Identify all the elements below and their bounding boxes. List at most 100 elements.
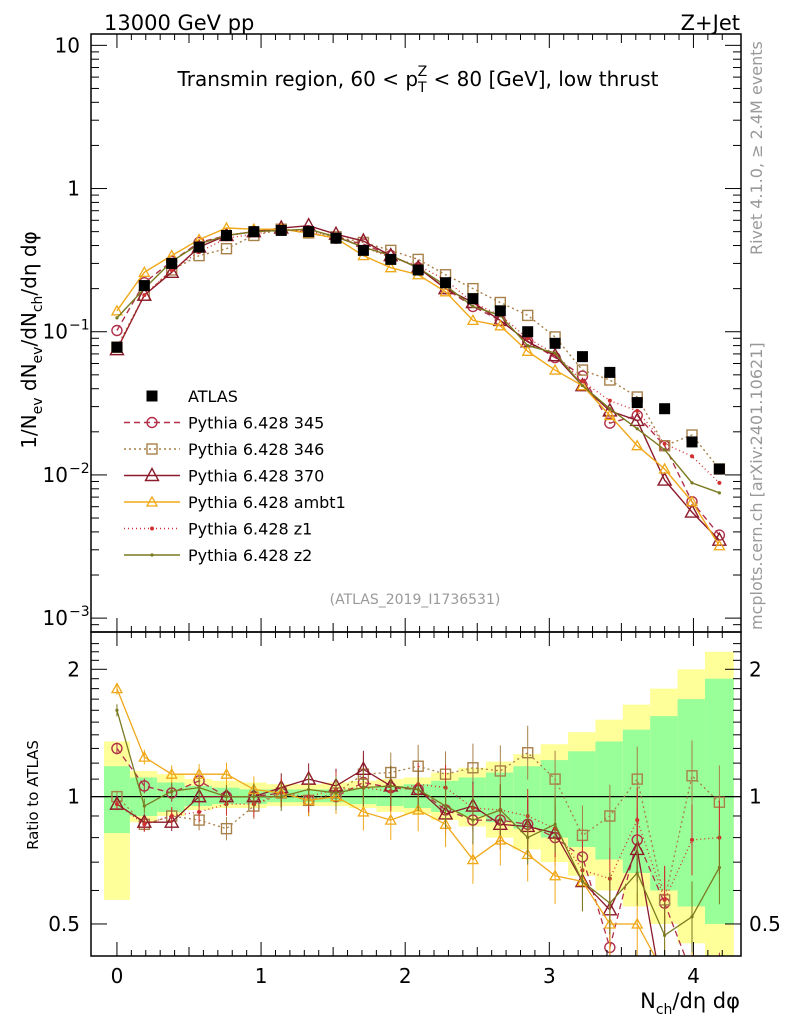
y-tick-label-exponent: −1: [69, 318, 90, 334]
data-point-atlas: [412, 264, 424, 276]
ratio-point-z2: [334, 791, 338, 795]
ratio-point-345: [138, 780, 151, 792]
ratio-point-ambt1: [494, 833, 507, 845]
ratio-point-z2: [389, 784, 393, 788]
data-point-z1: [142, 293, 147, 298]
legend: ATLAS Pythia 6.428 345 Pythia 6.428 346 Pyt…: [124, 387, 346, 565]
x-axis-label: Nch/dη dφ: [640, 989, 740, 1018]
data-point-345: [111, 324, 123, 337]
ratio-panel: 0 1 2 3 4 2 2 1 1 0.5 0.5: [48, 631, 781, 1024]
data-point-atlas: [522, 326, 534, 338]
process-label: Z+Jet: [681, 11, 740, 35]
ratio-point-ambt1: [466, 853, 480, 865]
mcplots-label: mcplots.cern.ch [arXiv:2401.10621]: [747, 342, 766, 630]
ratio-y-tick-label: 2: [67, 657, 80, 681]
legend-label-345: Pythia 6.428 345: [188, 414, 324, 433]
y-tick-label: 10: [43, 463, 68, 487]
data-point-z2: [580, 384, 585, 388]
ratio-frame: [90, 631, 742, 957]
legend-marker-370: [144, 467, 160, 482]
data-point-atlas: [467, 293, 479, 305]
legend-marker-345: [146, 416, 158, 429]
ratio-point-z2: [115, 708, 119, 712]
data-point-atlas: [166, 257, 178, 269]
data-point-z1: [580, 379, 585, 384]
ratio-point-z2: [307, 787, 311, 792]
data-point-ambt1: [576, 379, 589, 391]
legend-marker-z1: [150, 526, 154, 531]
ratio-point-z1: [662, 897, 667, 902]
x-tick-label: 1: [255, 964, 268, 988]
data-point-z2: [471, 304, 475, 309]
data-point-atlas: [220, 229, 232, 241]
ratio-point-346: [576, 829, 589, 842]
ratio-point-ambt1: [660, 969, 670, 978]
data-point-atlas: [494, 305, 506, 317]
data-point-z1: [525, 336, 530, 341]
ratio-point-z1: [114, 802, 119, 807]
ratio-point-z2: [443, 804, 448, 808]
data-point-346: [576, 364, 589, 376]
legend-label-z2: Pythia 6.428 z2: [188, 546, 312, 565]
ratio-point-z2: [416, 787, 420, 792]
y-tick-label: 10: [55, 33, 80, 57]
ratio-y-tick-label-right: 0.5: [749, 912, 781, 936]
data-point-ambt1: [110, 304, 124, 316]
data-point-z2: [663, 448, 667, 452]
data-point-atlas: [659, 403, 671, 415]
data-point-z1: [607, 398, 612, 403]
ratio-point-ambt1: [220, 767, 233, 779]
ratio-point-ambt1: [165, 767, 178, 779]
data-point-atlas: [576, 351, 588, 363]
legend-marker-346: [146, 443, 158, 455]
data-point-z2: [690, 481, 694, 485]
data-point-346: [521, 309, 534, 322]
data-point-ambt1: [713, 539, 726, 551]
data-point-atlas: [631, 397, 643, 409]
ratio-point-ambt1: [714, 1019, 724, 1024]
y-tick-label: 10: [43, 320, 68, 344]
data-point-ambt1: [494, 319, 507, 331]
ratio-point-370: [191, 788, 207, 803]
ratio-point-ambt1: [110, 682, 124, 694]
data-point-atlas: [138, 280, 150, 292]
ratio-point-346: [494, 765, 507, 777]
ratio-point-z1: [689, 837, 694, 842]
y-tick-label: 1: [67, 177, 80, 201]
ratio-point-z1: [169, 813, 174, 818]
data-point-370: [656, 471, 673, 486]
y-tick-label-exponent: −2: [69, 461, 90, 477]
legend-marker-z2: [150, 553, 154, 557]
data-point-345: [604, 417, 616, 429]
uncertainty-band-green: [650, 716, 678, 891]
ratio-point-346: [549, 773, 561, 785]
uncertainty-band-green: [568, 751, 596, 848]
data-point-ambt1: [548, 363, 562, 375]
ratio-point-z2: [197, 786, 201, 790]
ratio-point-z2: [526, 836, 530, 840]
ratio-point-ambt1: [138, 750, 151, 762]
uncertainty-band-green: [595, 741, 623, 860]
data-point-atlas: [303, 226, 315, 238]
data-point-z1: [662, 441, 667, 446]
data-point-atlas: [686, 436, 698, 448]
ratio-point-ambt1: [548, 869, 562, 881]
x-tick-label: 0: [111, 964, 124, 988]
data-point-z2: [526, 344, 530, 348]
ratio-y-tick-label: 0.5: [48, 912, 80, 936]
x-tick-label: 2: [399, 964, 412, 988]
data-point-ambt1: [685, 495, 699, 507]
main-series: [109, 217, 728, 551]
data-point-atlas: [275, 224, 287, 236]
ratio-point-346: [686, 770, 698, 782]
main-title: Transmin region, 60 < pTZ < 80 [GeV], lo…: [177, 64, 659, 96]
ratio-point-370: [164, 813, 180, 828]
ratio-y-axis-label: Ratio to ATLAS: [24, 740, 42, 850]
energy-label: 13000 GeV pp: [104, 11, 254, 35]
data-point-370: [136, 286, 153, 301]
legend-label-346: Pythia 6.428 346: [188, 440, 324, 459]
main-frame: [90, 33, 742, 633]
ratio-point-346: [467, 762, 479, 774]
ratio-point-z2: [635, 871, 639, 875]
